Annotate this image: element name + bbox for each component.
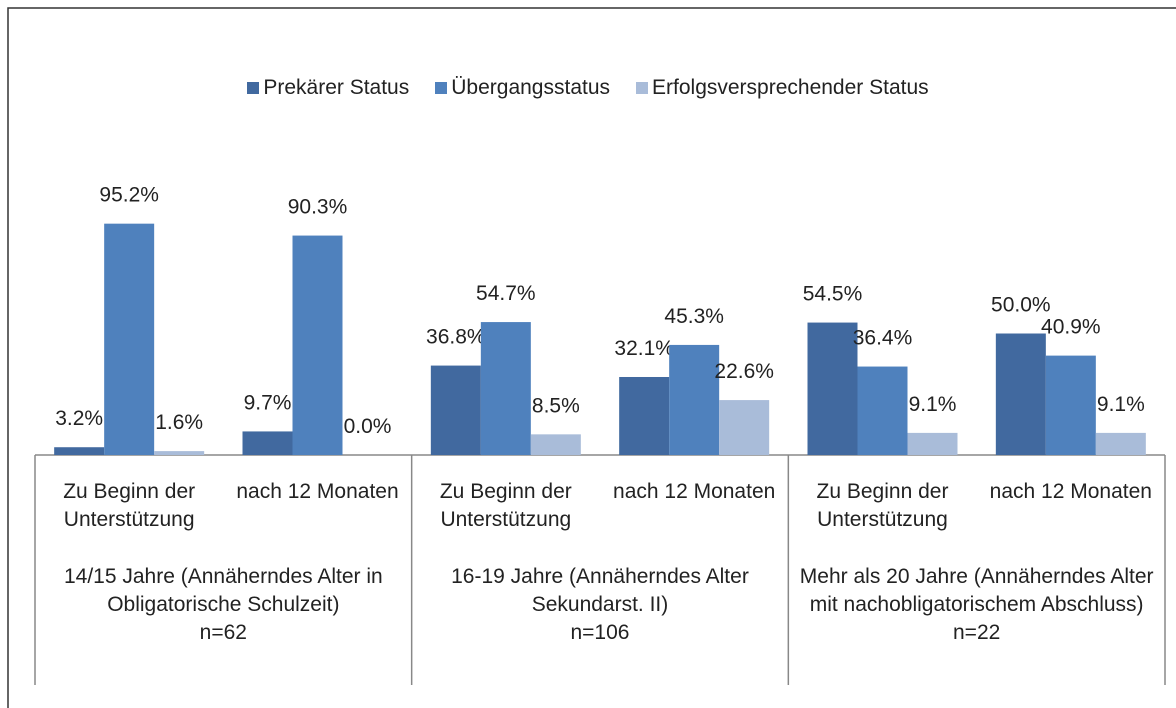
value-label: 1.6% — [155, 411, 203, 434]
value-label: 32.1% — [614, 337, 674, 360]
legend-swatch — [435, 82, 448, 94]
bar — [907, 432, 958, 455]
legend-swatch — [247, 82, 260, 94]
category-label: Zu Beginn der Unterstützung — [816, 480, 949, 531]
group-label: 14/15 Jahre (Annäherndes Alter in Obliga… — [63, 565, 383, 616]
value-label: 50.0% — [991, 294, 1051, 317]
bar — [480, 322, 531, 455]
value-label: 95.2% — [99, 184, 159, 207]
value-label: 0.0% — [344, 415, 392, 438]
legend: Prekärer Status Übergangsstatus Erfolgsver… — [0, 76, 1176, 100]
group-label-box: 14/15 Jahre (Annäherndes Alter in Obliga… — [35, 563, 412, 647]
category-label: nach 12 Monaten — [236, 480, 399, 503]
value-label: 22.6% — [714, 360, 774, 383]
value-label: 90.3% — [288, 196, 348, 219]
bar — [292, 235, 343, 455]
bar — [242, 431, 293, 455]
legend-item: Erfolgsversprechender Status — [636, 76, 929, 100]
legend-swatch — [636, 82, 649, 94]
group-label: 16-19 Jahre (Annäherndes Alter Sekundars… — [451, 565, 749, 616]
legend-label: Prekärer Status — [263, 76, 410, 99]
category-label: Zu Beginn der Unterstützung — [439, 480, 572, 531]
bar — [54, 447, 105, 455]
value-label: 9.1% — [909, 393, 957, 416]
bar — [857, 366, 908, 455]
legend-label: Erfolgsversprechender Status — [652, 76, 929, 99]
group-n: n=106 — [570, 621, 630, 644]
value-label: 54.7% — [476, 282, 536, 305]
value-label: 45.3% — [664, 305, 724, 328]
bar — [530, 434, 581, 455]
bar — [1095, 432, 1146, 455]
value-label: 54.5% — [803, 283, 863, 306]
category-label: nach 12 Monaten — [989, 480, 1152, 503]
bar — [154, 451, 205, 455]
category-label: nach 12 Monaten — [613, 480, 776, 503]
category-label: Zu Beginn der Unterstützung — [63, 480, 196, 531]
bar — [619, 376, 670, 455]
bar — [807, 322, 858, 455]
bar — [995, 333, 1046, 455]
group-label-box: Mehr als 20 Jahre (Annäherndes Alter mit… — [788, 563, 1165, 647]
value-label: 3.2% — [55, 407, 103, 430]
bar — [669, 344, 720, 455]
bar — [104, 223, 155, 455]
value-label: 8.5% — [532, 394, 580, 417]
value-label: 9.1% — [1097, 393, 1145, 416]
bar — [430, 365, 481, 455]
legend-item: Übergangsstatus — [435, 76, 610, 100]
bar — [1045, 355, 1096, 455]
value-label: 9.7% — [244, 391, 292, 414]
value-label: 40.9% — [1041, 316, 1101, 339]
legend-item: Prekärer Status — [247, 76, 409, 100]
value-label: 36.8% — [426, 326, 486, 349]
group-label: Mehr als 20 Jahre (Annäherndes Alter mit… — [799, 565, 1154, 616]
bar — [719, 400, 770, 455]
group-n: n=22 — [953, 621, 1001, 644]
value-label: 36.4% — [853, 327, 913, 350]
legend-label: Übergangsstatus — [451, 76, 611, 99]
frame — [7, 7, 1176, 708]
group-label-box: 16-19 Jahre (Annäherndes Alter Sekundars… — [412, 563, 789, 647]
group-n: n=62 — [199, 621, 247, 644]
